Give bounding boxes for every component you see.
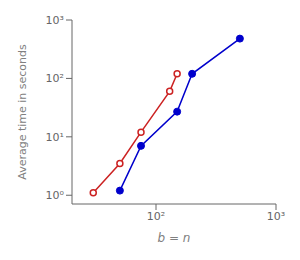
svg-text:b = n: b = n bbox=[158, 231, 191, 245]
svg-text:Average time in seconds: Average time in seconds bbox=[16, 44, 29, 180]
svg-text:10³: 10³ bbox=[46, 14, 64, 27]
svg-text:10⁰: 10⁰ bbox=[46, 189, 65, 202]
svg-text:10³: 10³ bbox=[267, 210, 285, 223]
svg-text:10²: 10² bbox=[147, 210, 165, 223]
svg-text:10²: 10² bbox=[46, 72, 64, 85]
svg-text:10¹: 10¹ bbox=[46, 131, 64, 144]
